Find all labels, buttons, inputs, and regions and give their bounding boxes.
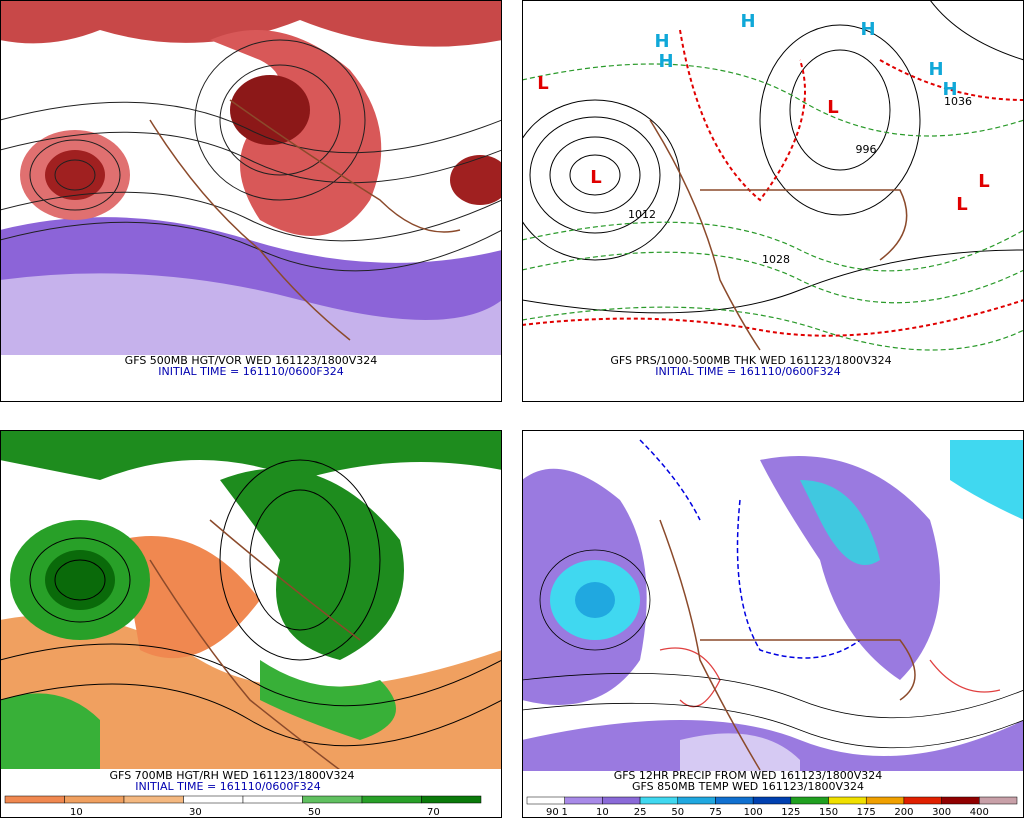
pressure-center: H [740,11,755,32]
colorbar-swatch [183,795,244,804]
pressure-center: H [654,31,669,52]
colorbar-swatch [526,796,565,805]
colorbar-swatch [602,796,641,805]
pressure-center: L [978,171,989,192]
vorticity-map [1,1,501,355]
colorbar-label: 50 [308,807,321,818]
isobar-label: 1012 [628,208,656,221]
colorbar-label: 50 [671,807,684,818]
colorbar-swatch [715,796,754,805]
colorbar-label: 100 [744,807,763,818]
colorbar: 1 10 25 50 75 100 125 150 175 200 300 400 [526,796,1018,818]
panel-caption: GFS 700MB HGT/RH WED 161123/1800V324 [110,769,355,782]
colorbar-label: 300 [932,807,951,818]
colorbar-label: 150 [819,807,838,818]
colorbar-swatch [865,796,905,805]
pressure-center: H [658,51,673,72]
colorbar-swatch [752,796,792,805]
panel-caption: GFS PRS/1000-500MB THK WED 161123/1800V3… [610,354,891,367]
colorbar-label: 75 [709,807,722,818]
colorbar-label: 400 [970,807,989,818]
colorbar-label: 90 [546,807,559,818]
initial-time: INITIAL TIME = 161110/0600F324 [158,365,343,378]
pressure-center: L [537,73,548,94]
pressure-map [523,1,1023,355]
panel-frame [0,0,502,402]
colorbar-swatch [677,796,716,805]
colorbar-label: 1 [562,807,568,818]
pressure-center: H [942,79,957,100]
panel-caption: GFS 500MB HGT/VOR WED 161123/1800V324 [125,354,378,367]
colorbar-swatch [242,795,303,804]
colorbar-swatch [828,796,867,805]
colorbar-swatch [123,795,184,804]
pressure-center: H [928,59,943,80]
colorbar-swatch [564,796,603,805]
isobar-label: 1028 [762,253,790,266]
colorbar-label: 25 [634,807,647,818]
panel-caption: GFS 12HR PRECIP FROM WED 161123/1800V324 [614,769,882,782]
initial-time: INITIAL TIME = 161110/0600F324 [135,780,320,793]
colorbar-label: 30 [189,807,202,818]
colorbar-swatch [64,795,125,804]
colorbar-label: 200 [894,807,913,818]
colorbar-label: 10 [596,807,609,818]
colorbar-swatch [639,796,679,805]
colorbar-swatch [790,796,829,805]
colorbar-swatch [302,795,363,804]
pressure-center: L [956,194,967,215]
colorbar-label: 70 [427,807,440,818]
colorbar-swatch [979,796,1018,805]
colorbar-label: 125 [781,807,800,818]
pressure-center: L [590,167,601,188]
panel-frame [0,430,502,818]
initial-time: INITIAL TIME = 161110/0600F324 [655,365,840,378]
isobar-label: 1036 [944,95,972,108]
colorbar-swatch [903,796,942,805]
colorbar-swatch [941,796,980,805]
colorbar-swatch [4,795,65,804]
humidity-map [1,431,501,769]
colorbar-swatch [361,795,422,804]
pressure-center: L [827,97,838,118]
pressure-center: H [860,19,875,40]
panel-caption: GFS 850MB TEMP WED 161123/1800V324 [632,780,864,793]
colorbar: 10 30 50 70 90 [4,795,559,818]
colorbar-label: 175 [857,807,876,818]
isobar-label: 996 [856,143,877,156]
colorbar-swatch [421,795,482,804]
colorbar-label: 10 [70,807,83,818]
precip-map [523,431,1023,771]
